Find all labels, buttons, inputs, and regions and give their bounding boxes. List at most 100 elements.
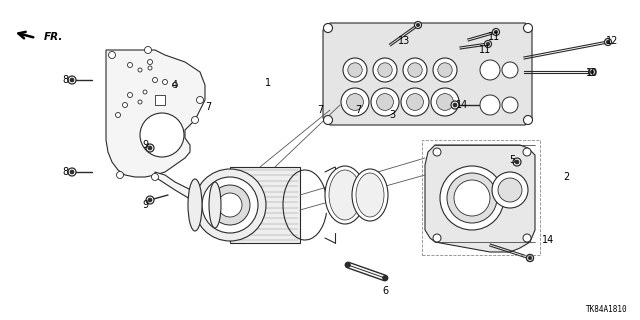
Ellipse shape: [188, 179, 202, 231]
Circle shape: [70, 78, 74, 82]
Circle shape: [433, 234, 441, 242]
Text: 6: 6: [382, 286, 388, 296]
Circle shape: [493, 28, 499, 36]
Circle shape: [408, 63, 422, 77]
Ellipse shape: [209, 182, 221, 228]
Circle shape: [436, 93, 453, 110]
Circle shape: [323, 116, 333, 124]
Circle shape: [502, 97, 518, 113]
Circle shape: [492, 172, 528, 208]
Text: 14: 14: [456, 100, 468, 110]
Text: 12: 12: [606, 36, 618, 46]
Circle shape: [348, 63, 362, 77]
Ellipse shape: [329, 170, 361, 220]
Circle shape: [528, 256, 532, 260]
Text: 3: 3: [389, 110, 395, 120]
Circle shape: [416, 23, 420, 27]
Text: 5: 5: [509, 155, 515, 165]
Text: 11: 11: [479, 45, 491, 55]
Text: 8: 8: [62, 167, 68, 177]
Circle shape: [378, 63, 392, 77]
Circle shape: [376, 93, 394, 110]
Circle shape: [453, 103, 457, 107]
Circle shape: [146, 196, 154, 204]
Circle shape: [605, 38, 611, 45]
Circle shape: [486, 42, 490, 46]
Circle shape: [210, 185, 250, 225]
Circle shape: [152, 77, 157, 83]
Circle shape: [484, 41, 492, 47]
Circle shape: [438, 63, 452, 77]
Circle shape: [138, 68, 142, 72]
Polygon shape: [106, 50, 205, 177]
Circle shape: [502, 62, 518, 78]
Circle shape: [346, 262, 351, 268]
Circle shape: [415, 21, 422, 28]
Circle shape: [527, 254, 534, 261]
Circle shape: [606, 40, 610, 44]
Circle shape: [480, 60, 500, 80]
Circle shape: [140, 113, 184, 157]
Circle shape: [138, 100, 142, 104]
Circle shape: [440, 166, 504, 230]
Circle shape: [218, 193, 242, 217]
Circle shape: [523, 148, 531, 156]
Circle shape: [347, 93, 364, 110]
Text: 7: 7: [205, 102, 211, 112]
Text: 11: 11: [488, 32, 500, 42]
Circle shape: [163, 79, 168, 84]
Circle shape: [373, 58, 397, 82]
Text: 9: 9: [142, 200, 148, 210]
Text: 7: 7: [317, 105, 323, 115]
Circle shape: [323, 23, 333, 33]
Circle shape: [202, 177, 258, 233]
Circle shape: [523, 234, 531, 242]
Circle shape: [173, 83, 177, 87]
Circle shape: [145, 46, 152, 53]
Circle shape: [115, 113, 120, 117]
Circle shape: [447, 173, 497, 223]
Polygon shape: [155, 95, 165, 105]
Text: 7: 7: [355, 105, 361, 115]
Circle shape: [528, 256, 532, 260]
Text: 4: 4: [172, 80, 178, 90]
Text: 8: 8: [62, 75, 68, 85]
Circle shape: [68, 168, 76, 176]
Circle shape: [191, 116, 198, 124]
Circle shape: [146, 144, 154, 152]
Circle shape: [127, 62, 132, 68]
Circle shape: [152, 173, 159, 180]
Circle shape: [148, 146, 152, 150]
Circle shape: [116, 172, 124, 179]
Circle shape: [143, 90, 147, 94]
Circle shape: [70, 170, 74, 174]
Text: 13: 13: [398, 36, 410, 46]
Circle shape: [590, 70, 594, 74]
Circle shape: [524, 116, 532, 124]
Circle shape: [527, 254, 534, 261]
Circle shape: [194, 169, 266, 241]
Circle shape: [401, 88, 429, 116]
Circle shape: [341, 88, 369, 116]
Polygon shape: [323, 23, 532, 125]
Text: 10: 10: [586, 68, 598, 78]
Circle shape: [498, 178, 522, 202]
Circle shape: [147, 60, 152, 65]
Circle shape: [589, 68, 595, 76]
Circle shape: [403, 58, 427, 82]
Text: 2: 2: [563, 172, 569, 182]
Circle shape: [494, 30, 498, 34]
Circle shape: [371, 88, 399, 116]
Text: 9: 9: [142, 140, 148, 150]
Circle shape: [480, 95, 500, 115]
Polygon shape: [425, 145, 535, 252]
Ellipse shape: [356, 173, 384, 217]
Circle shape: [513, 158, 521, 166]
Circle shape: [343, 58, 367, 82]
Ellipse shape: [352, 169, 388, 221]
Text: 14: 14: [542, 235, 554, 245]
Circle shape: [431, 88, 459, 116]
Polygon shape: [230, 167, 300, 243]
Circle shape: [515, 160, 519, 164]
Circle shape: [196, 97, 204, 103]
